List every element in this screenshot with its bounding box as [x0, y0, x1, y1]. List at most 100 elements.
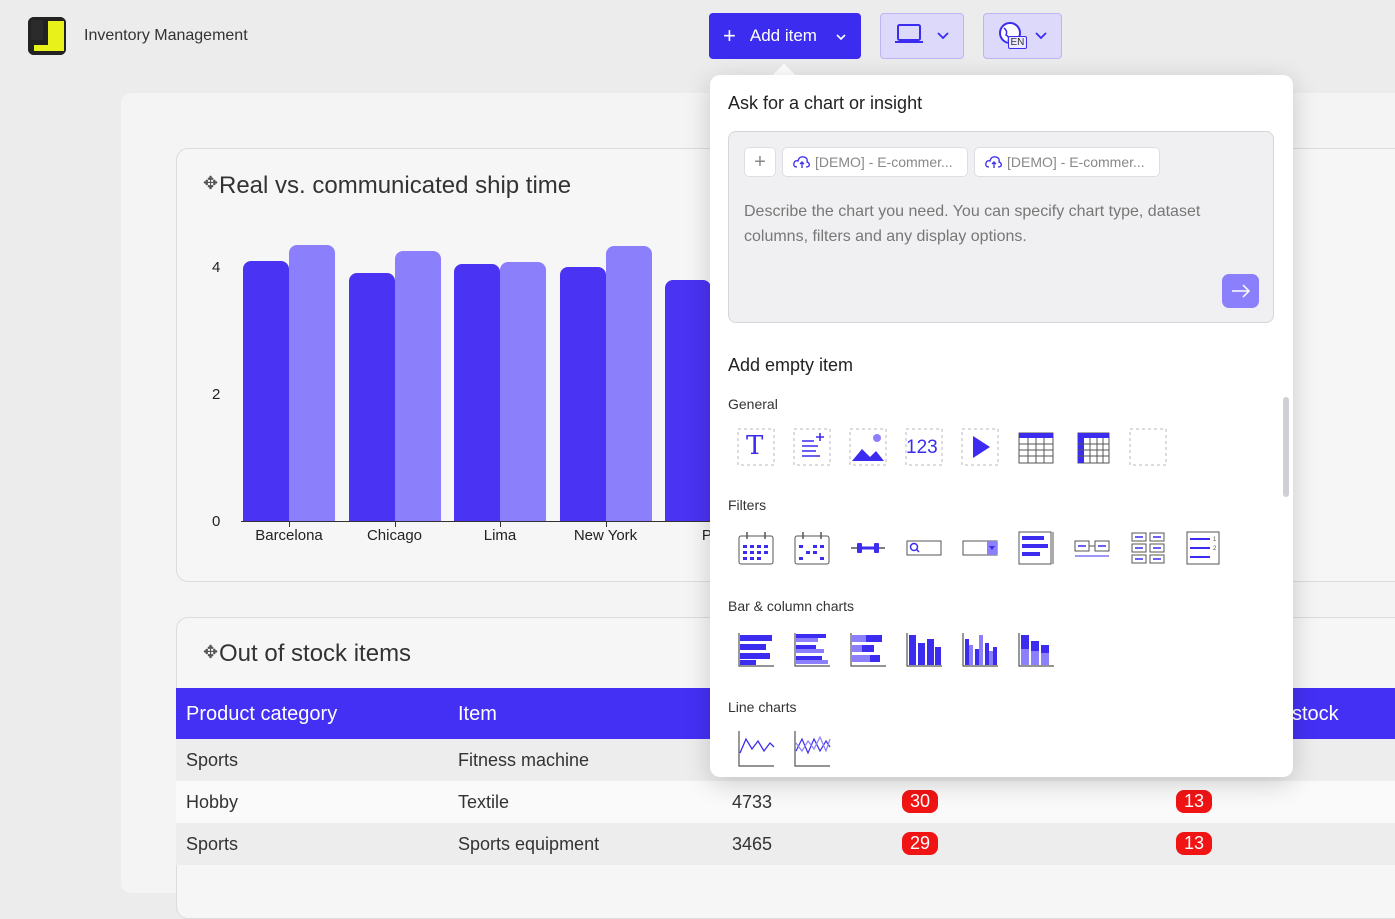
- x-tick-label: Barcelona: [255, 527, 323, 544]
- app-logo[interactable]: [28, 17, 66, 55]
- laptop-icon: [894, 23, 924, 50]
- number-icon-glyph: 123: [906, 437, 938, 458]
- add-dataset-button[interactable]: +: [744, 147, 776, 177]
- prompt-textarea[interactable]: Describe the chart you need. You can spe…: [744, 203, 1201, 245]
- cell-item: Textile: [458, 792, 510, 812]
- move-icon[interactable]: ✥: [203, 173, 219, 193]
- chevron-down-icon: [835, 26, 847, 46]
- cloud-upload-icon: [985, 156, 1002, 168]
- svg-text:1: 1: [1213, 537, 1217, 543]
- table-row[interactable]: Hobby Textile 4733 30 13: [176, 781, 1395, 823]
- line-chart-icon[interactable]: [736, 729, 776, 769]
- device-preview-button[interactable]: [880, 13, 964, 59]
- empty-item-heading: Add empty item: [728, 355, 854, 375]
- table-row[interactable]: Sports Sports equipment 3465 29 13: [176, 823, 1395, 865]
- multi-filter-icon[interactable]: [1128, 528, 1168, 568]
- send-button[interactable]: [1222, 274, 1259, 308]
- count-badge: 13: [1176, 790, 1213, 813]
- x-tick: [500, 521, 501, 527]
- count-badge: 13: [1176, 832, 1213, 855]
- add-item-button[interactable]: + Add item: [709, 13, 861, 59]
- dataset-chip-label: [DEMO] - E-commer...: [815, 154, 953, 170]
- arrow-right-icon: [1231, 284, 1250, 298]
- bar-communicated[interactable]: [394, 251, 441, 521]
- app-title: Inventory Management: [84, 27, 248, 44]
- bar-communicated[interactable]: [500, 261, 546, 521]
- grouped-horizontal-bar-icon[interactable]: [792, 629, 832, 669]
- stacked-column-icon[interactable]: [1016, 629, 1056, 669]
- section-line-charts: Line charts: [728, 699, 797, 715]
- column-header[interactable]: stock: [1292, 703, 1339, 725]
- language-code: EN: [1007, 36, 1028, 49]
- globe-icon: EN: [998, 21, 1030, 51]
- grouped-column-icon[interactable]: [960, 629, 1000, 669]
- cell-category: Sports: [186, 750, 239, 770]
- add-item-label: Add item: [749, 26, 817, 45]
- cloud-upload-icon: [793, 156, 810, 168]
- plus-icon: +: [723, 23, 736, 48]
- y-tick: 4: [212, 259, 221, 276]
- bar-communicated[interactable]: [289, 244, 335, 521]
- ai-text-icon[interactable]: [792, 427, 832, 467]
- text-icon[interactable]: T: [736, 427, 776, 467]
- number-icon[interactable]: 123: [904, 427, 944, 467]
- cell-item: Fitness machine: [458, 750, 590, 770]
- cell-category: Sports: [186, 834, 239, 854]
- chevron-down-icon: [1034, 27, 1048, 45]
- horizontal-bar-icon[interactable]: [736, 629, 776, 669]
- cell-value: 3465: [732, 834, 773, 854]
- dataset-chip[interactable]: [DEMO] - E-commer...: [974, 147, 1160, 177]
- bar-real[interactable]: [243, 260, 289, 521]
- cell-item: Sports equipment: [458, 834, 600, 854]
- count-badge: 30: [902, 790, 939, 813]
- svg-text:2: 2: [1213, 546, 1217, 552]
- list-filter-icon[interactable]: [1016, 528, 1056, 568]
- ask-chart-box[interactable]: + [DEMO] - E-commer... [DEMO] - E-commer…: [728, 131, 1274, 323]
- column-chart-icon[interactable]: [904, 629, 944, 669]
- bar-communicated[interactable]: [605, 246, 652, 521]
- x-tick: [289, 521, 290, 527]
- section-filters: Filters: [728, 497, 767, 513]
- y-tick: 0: [212, 513, 221, 530]
- add-item-panel: Ask for a chart or insight + [DEMO] - E-…: [710, 75, 1293, 777]
- date-filter-icon[interactable]: [736, 528, 776, 568]
- chevron-down-icon: [936, 27, 950, 45]
- pivot-table-icon[interactable]: [1072, 427, 1112, 467]
- x-tick-label: New York: [573, 527, 638, 544]
- dataset-chip[interactable]: [DEMO] - E-commer...: [782, 147, 968, 177]
- search-filter-icon[interactable]: [904, 528, 944, 568]
- panel-scrollbar[interactable]: [1283, 397, 1289, 497]
- dataset-chip-label: [DEMO] - E-commer...: [1007, 154, 1145, 170]
- slider-filter-icon[interactable]: [848, 528, 888, 568]
- section-bar-charts: Bar & column charts: [728, 598, 855, 614]
- move-icon[interactable]: ✥: [203, 642, 219, 662]
- table-icon[interactable]: [1016, 427, 1056, 467]
- language-button[interactable]: EN: [983, 13, 1062, 59]
- multi-line-chart-icon[interactable]: [792, 729, 832, 769]
- cell-value: 4733: [732, 792, 773, 812]
- column-header[interactable]: Product category: [186, 703, 338, 725]
- x-tick: [394, 521, 396, 527]
- ask-heading: Ask for a chart or insight: [728, 93, 923, 113]
- chart-title: Real vs. communicated ship time: [219, 172, 572, 199]
- stacked-horizontal-bar-icon[interactable]: [848, 629, 888, 669]
- bar-real[interactable]: [665, 279, 711, 521]
- date-range-filter-icon[interactable]: [792, 528, 832, 568]
- x-tick-label: Chicago: [366, 527, 423, 544]
- empty-box-icon[interactable]: [1128, 427, 1168, 467]
- video-icon[interactable]: [960, 427, 1000, 467]
- y-tick: 2: [212, 386, 221, 403]
- dropdown-filter-icon[interactable]: [960, 528, 1000, 568]
- image-icon[interactable]: [848, 427, 888, 467]
- bar-real[interactable]: [348, 273, 395, 521]
- bar-real[interactable]: [559, 267, 606, 521]
- text-icon-glyph: T: [746, 431, 764, 461]
- table-title: Out of stock items: [219, 640, 412, 667]
- cell-category: Hobby: [186, 792, 239, 812]
- count-badge: 29: [902, 832, 939, 855]
- bar-real[interactable]: [454, 263, 500, 521]
- column-header[interactable]: Item: [458, 703, 497, 725]
- range-filter-icon[interactable]: [1072, 528, 1112, 568]
